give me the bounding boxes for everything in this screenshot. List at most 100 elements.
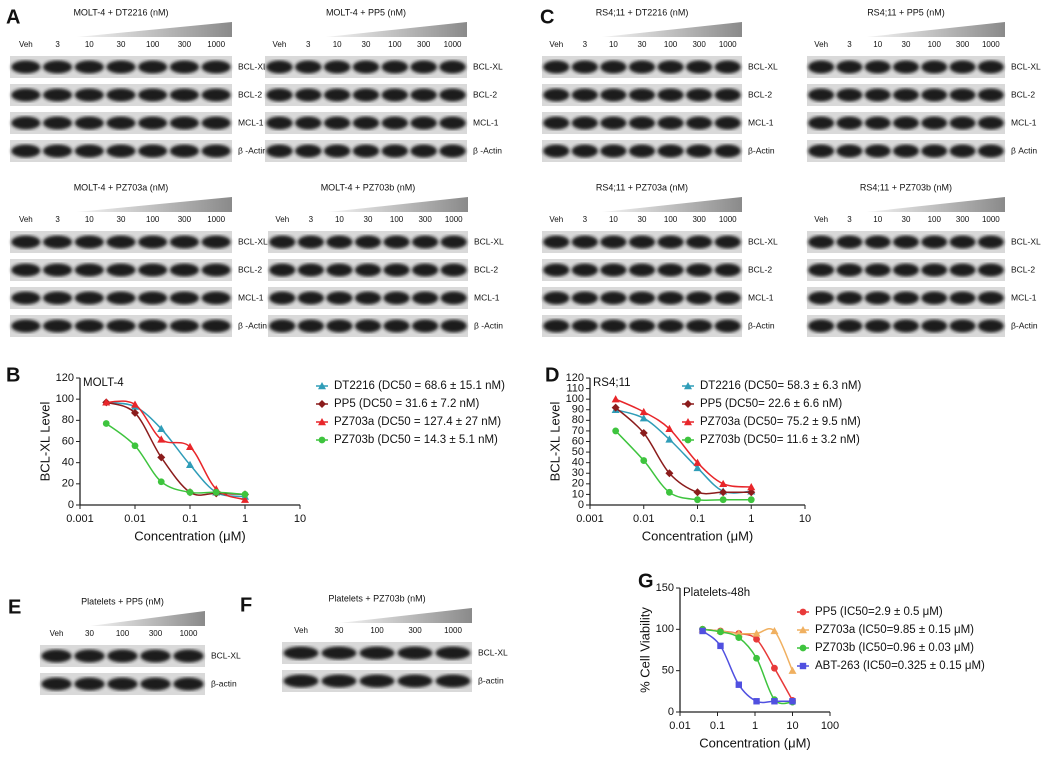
blot-band [266,116,293,130]
lane-label: 300 [956,40,970,49]
blot-band [201,116,231,130]
blot-band [283,674,319,688]
lane-label: 300 [408,626,422,635]
blot-band [439,116,466,130]
blot-band [41,649,72,663]
legend-marker [318,418,326,426]
blot-band [571,88,598,102]
blot-title: MOLT-4 + DT2216 (nM) [73,7,168,17]
lane-label: 10 [873,40,882,49]
blot-band [686,319,713,333]
lane-label: Veh [549,40,563,49]
blot-band [74,235,104,249]
legend-marker [799,626,807,634]
legend-entry: PZ703a (DC50= 75.2 ± 9.5 nM) [700,416,861,428]
row-label: β Actin [1011,145,1037,155]
blot-band [977,291,1004,305]
blot-band [201,319,231,333]
blot-band [949,88,976,102]
blot-band [169,144,200,158]
blot-band [74,649,105,663]
blot-band [106,88,136,102]
blot-title: RS4;11 + PZ703b (nM) [860,182,952,192]
x-tick-label: 0.001 [66,513,94,525]
data-point [770,626,779,635]
data-point [612,427,620,435]
blot-band [440,291,467,305]
blot-band [107,677,138,691]
data-point [611,403,620,412]
blot-band [892,263,920,277]
x-tick-label: 1 [242,513,248,525]
blot-band [269,291,296,305]
blot-band [571,319,598,333]
lane-label: Veh [814,215,828,224]
blot-band [600,235,627,249]
blot-band [359,674,395,688]
blot-band [74,116,104,130]
data-point [157,453,166,462]
blot-band [269,235,296,249]
y-tick-label: 70 [572,425,584,437]
blot-band [201,235,231,249]
blot-band [169,60,200,74]
y-tick-label: 120 [56,372,74,384]
blot-band [42,60,73,74]
dose-wedge [325,22,467,37]
blot-band [977,116,1004,130]
legend-entry: PP5 (DC50= 22.6 ± 6.6 nM) [700,398,842,410]
data-point [186,460,194,468]
data-point [639,414,648,422]
legend-entry: PP5 (IC50=2.9 ± 0.5 μM) [815,606,943,618]
blot-band [543,60,570,74]
blot-band [977,60,1004,74]
blot-band [326,235,353,249]
blot-band [352,88,380,102]
data-point [241,495,249,503]
blot-band [686,60,713,74]
blot-band [169,235,200,249]
blot-band [543,263,570,277]
data-point [735,634,743,641]
blot-band [295,116,322,130]
blot-band [977,319,1004,333]
dose-wedge [328,197,468,212]
blot-band [892,60,920,74]
x-axis-label: Concentration (μM) [134,528,246,543]
row-label: BCL-XL [478,647,508,657]
dose-wedge [76,22,232,37]
blot-band [714,60,741,74]
blot-band [686,291,713,305]
blot-band [169,319,200,333]
x-axis-label: Concentration (μM) [642,528,754,543]
lane-label: 100 [370,626,384,635]
blot-band [600,263,627,277]
row-label: β-actin [211,678,237,688]
blot-band [864,60,891,74]
y-tick-label: 30 [572,467,584,479]
blot-band [201,88,231,102]
row-label: MCL-1 [748,292,774,302]
lane-label: 100 [390,215,404,224]
y-tick-label: 20 [572,478,584,490]
blot-band [359,646,395,660]
legend-entry: PZ703b (IC50=0.96 ± 0.03 μM) [815,642,974,654]
blot-band [686,263,713,277]
lane-label: Veh [19,40,33,49]
blot-band [74,677,105,691]
blot-band [140,649,171,663]
row-label: BCL-2 [1011,264,1035,274]
blot-band [571,116,598,130]
blot-band [949,263,976,277]
blot-band [686,144,713,158]
lane-label: 100 [388,40,402,49]
blot-band [412,291,439,305]
blot-band [686,116,713,130]
blot-band [864,235,891,249]
blot-band [628,319,656,333]
data-point [694,496,701,504]
blot-band [323,88,351,102]
data-point [157,435,166,443]
row-label: BCL-2 [238,89,262,99]
